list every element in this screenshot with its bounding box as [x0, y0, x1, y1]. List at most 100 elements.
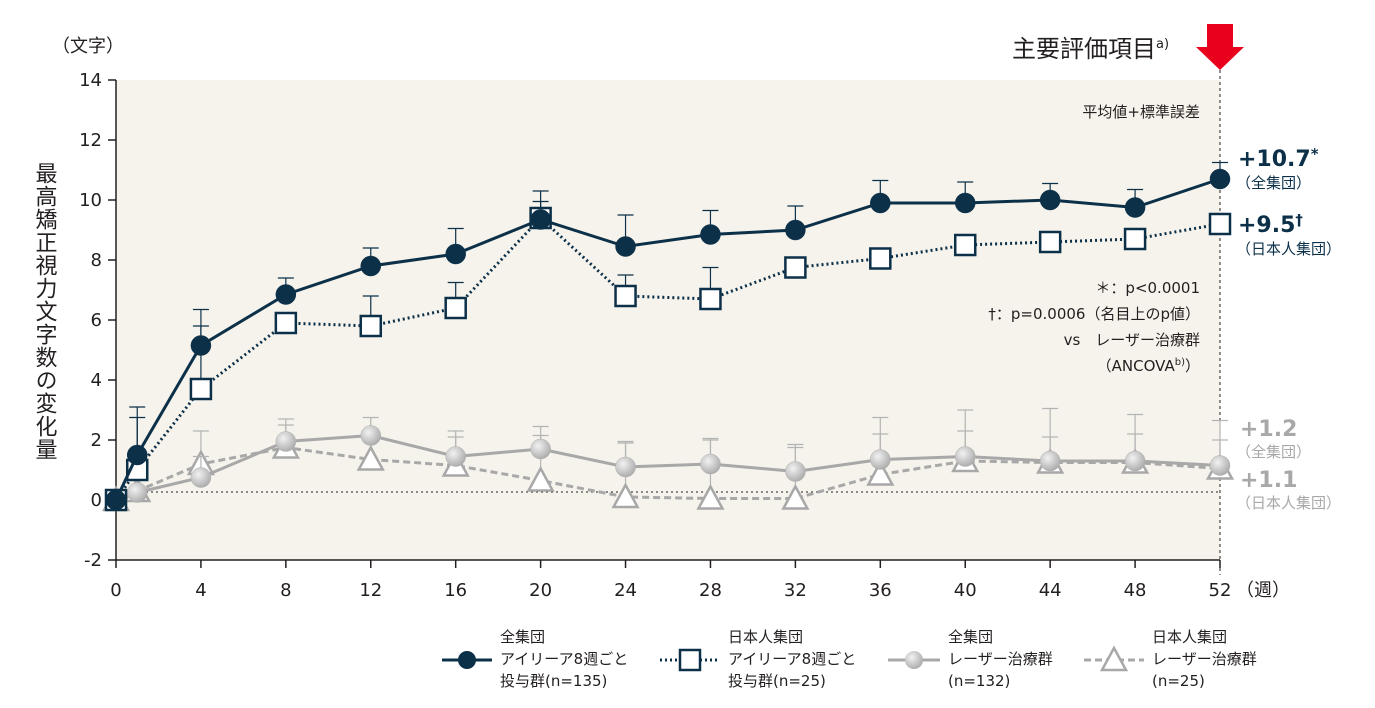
end-label-s4: +1.1 — [1240, 468, 1297, 493]
data-point — [615, 456, 636, 478]
end-label-s1: +10.7* — [1238, 145, 1319, 172]
data-point — [1123, 227, 1147, 251]
data-point — [359, 314, 383, 338]
legend-text-s1-l2: アイリーア8週ごと — [500, 650, 628, 668]
data-point — [356, 444, 385, 471]
legend-item-s1: 全集団 アイリーア8週ごと 投与群(n=135) — [442, 628, 628, 690]
end-label-s1-sub: （全集団） — [1236, 174, 1311, 192]
data-point — [614, 284, 637, 308]
x-unit-label: （週） — [1236, 580, 1290, 601]
data-point — [1038, 230, 1062, 254]
primary-endpoint-arrow-icon — [1196, 24, 1244, 70]
legend-item-s2: 日本人集団 アイリーア8週ごと 投与群(n=25) — [660, 628, 856, 690]
legend-text-s1-l1: 全集団 — [500, 628, 545, 646]
data-point — [700, 453, 721, 475]
legend-text-s4-l1: 日本人集団 — [1152, 628, 1227, 646]
x-ticks: 0 4 8 12 16 20 24 28 32 36 40 44 48 52 — [110, 560, 1231, 601]
series-3 — [105, 416, 1231, 511]
series-layer — [101, 161, 1235, 512]
data-point — [781, 483, 810, 510]
data-point — [275, 431, 297, 452]
end-label-s2: +9.5† — [1238, 211, 1303, 238]
data-point — [1209, 168, 1231, 190]
data-point — [700, 224, 721, 245]
data-point — [526, 465, 555, 492]
data-point — [1208, 212, 1232, 236]
legend-marker-s1 — [458, 651, 476, 669]
data-point — [953, 233, 977, 257]
annotation-p1: ＊：p<0.0001 — [1095, 279, 1200, 297]
x-tick-label: 48 — [1124, 580, 1147, 601]
data-point — [1039, 450, 1061, 472]
primary-endpoint-label: 主要評価項目 — [1012, 35, 1156, 63]
data-point — [1124, 450, 1146, 472]
end-label-s3: +1.2 — [1240, 417, 1297, 442]
data-point — [870, 449, 891, 470]
data-point — [274, 311, 298, 335]
data-point — [615, 236, 636, 257]
data-point — [445, 243, 466, 265]
x-tick-label: 20 — [529, 580, 552, 601]
legend-text-s2-l1: 日本人集団 — [728, 628, 803, 646]
data-point — [869, 247, 892, 270]
data-point — [190, 467, 212, 488]
data-point — [699, 287, 722, 311]
x-tick-label: 36 — [869, 580, 892, 601]
y-tick-label: 6 — [91, 310, 102, 331]
annotation-p4-end: ） — [1185, 357, 1200, 375]
x-tick-label: 40 — [954, 580, 977, 601]
series-1 — [105, 161, 1231, 511]
legend-text-s4-l3: (n=25) — [1152, 672, 1205, 690]
annotation-p4: （ANCOVAb)） — [1097, 357, 1200, 375]
x-tick-label: 12 — [359, 580, 382, 601]
end-label-s1-value: +10.7 — [1238, 147, 1311, 172]
x-tick-label: 8 — [280, 580, 291, 601]
legend: 全集団 アイリーア8週ごと 投与群(n=135) 日本人集団 アイリーア8週ごと… — [442, 628, 1257, 690]
data-point — [530, 438, 551, 460]
x-tick-label: 28 — [699, 580, 722, 601]
data-point — [696, 483, 725, 510]
y-tick-label: 2 — [91, 430, 102, 451]
legend-marker-s2 — [678, 648, 702, 672]
data-point — [275, 284, 297, 305]
data-point — [785, 461, 806, 482]
end-label-s3-sub: （全集団） — [1236, 443, 1311, 461]
legend-text-s3-l2: レーザー治療群 — [948, 650, 1053, 668]
data-point — [784, 256, 807, 279]
annotation-p4-sup: b) — [1175, 357, 1185, 368]
data-point — [611, 482, 640, 509]
end-label-s2-value: +9.5 — [1238, 213, 1295, 238]
x-tick-label: 4 — [195, 580, 206, 601]
data-point — [870, 192, 891, 214]
data-point — [785, 219, 806, 241]
y-tick-label: -2 — [84, 550, 102, 571]
primary-endpoint-title: 主要評価項目a) — [1012, 35, 1169, 63]
primary-endpoint-sup: a) — [1156, 37, 1169, 52]
annotation-p2: †：p=0.0006（名目上のp値） — [988, 305, 1200, 323]
legend-text-s3-l1: 全集団 — [948, 628, 993, 646]
annotation-p3: vs レーザー治療群 — [1064, 331, 1200, 349]
y-tick-label: 8 — [91, 250, 102, 271]
data-point — [1124, 197, 1146, 218]
legend-marker-s4 — [1099, 645, 1129, 672]
legend-item-s4: 日本人集団 レーザー治療群 (n=25) — [1084, 628, 1257, 690]
data-point — [1039, 189, 1061, 211]
legend-text-s3-l3: (n=132) — [948, 672, 1010, 690]
x-tick-label: 24 — [614, 580, 637, 601]
y-ticks: -2 0 2 4 6 8 10 12 14 — [79, 70, 116, 571]
x-tick-label: 52 — [1209, 580, 1232, 601]
plot-background — [116, 80, 1220, 560]
end-label-s2-mark: † — [1295, 211, 1303, 229]
y-tick-label: 10 — [79, 190, 102, 211]
y-unit-label: （文字） — [52, 36, 124, 57]
data-point — [360, 425, 382, 446]
x-tick-label: 16 — [444, 580, 467, 601]
data-point — [530, 209, 551, 230]
legend-text-s2-l2: アイリーア8週ごと — [728, 650, 856, 668]
data-point — [126, 482, 148, 503]
stat-note: 平均値+標準誤差 — [1082, 103, 1200, 121]
data-point — [360, 255, 382, 277]
data-point — [954, 446, 976, 467]
legend-text-s2-l3: 投与群(n=25) — [728, 672, 826, 690]
